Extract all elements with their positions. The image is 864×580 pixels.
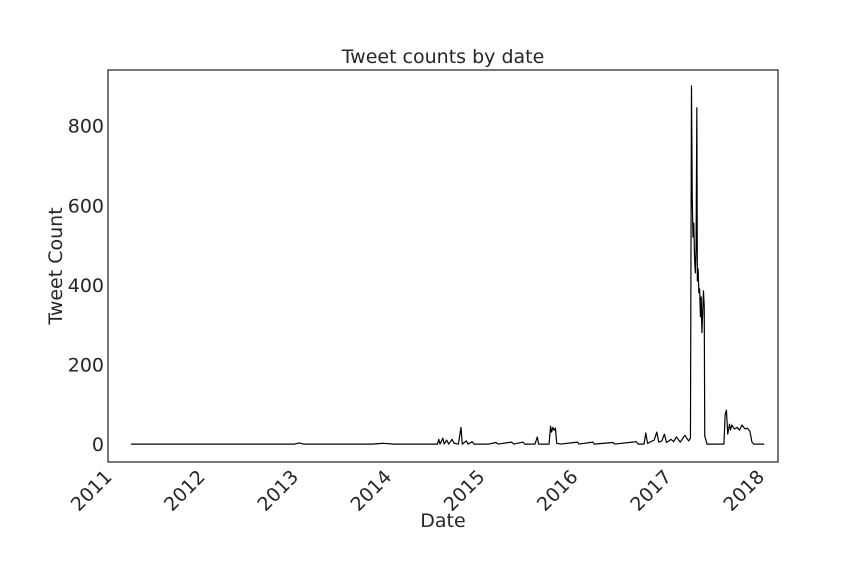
y-tick-label-800: 800 — [68, 116, 104, 138]
y-tick-label-200: 200 — [68, 355, 104, 377]
y-tick-label-400: 400 — [68, 275, 104, 297]
y-tick-label-600: 600 — [68, 195, 104, 217]
x-axis-label: Date — [420, 510, 465, 532]
plot-frame — [107, 69, 779, 463]
plot-area — [130, 85, 765, 445]
y-axis-label: Tweet Count — [45, 207, 67, 325]
series-line-0 — [130, 85, 765, 445]
chart-title: Tweet counts by date — [341, 46, 545, 68]
y-axis-ticks: 0 200 400 600 800 — [68, 116, 104, 456]
y-tick-label-0: 0 — [92, 434, 104, 456]
